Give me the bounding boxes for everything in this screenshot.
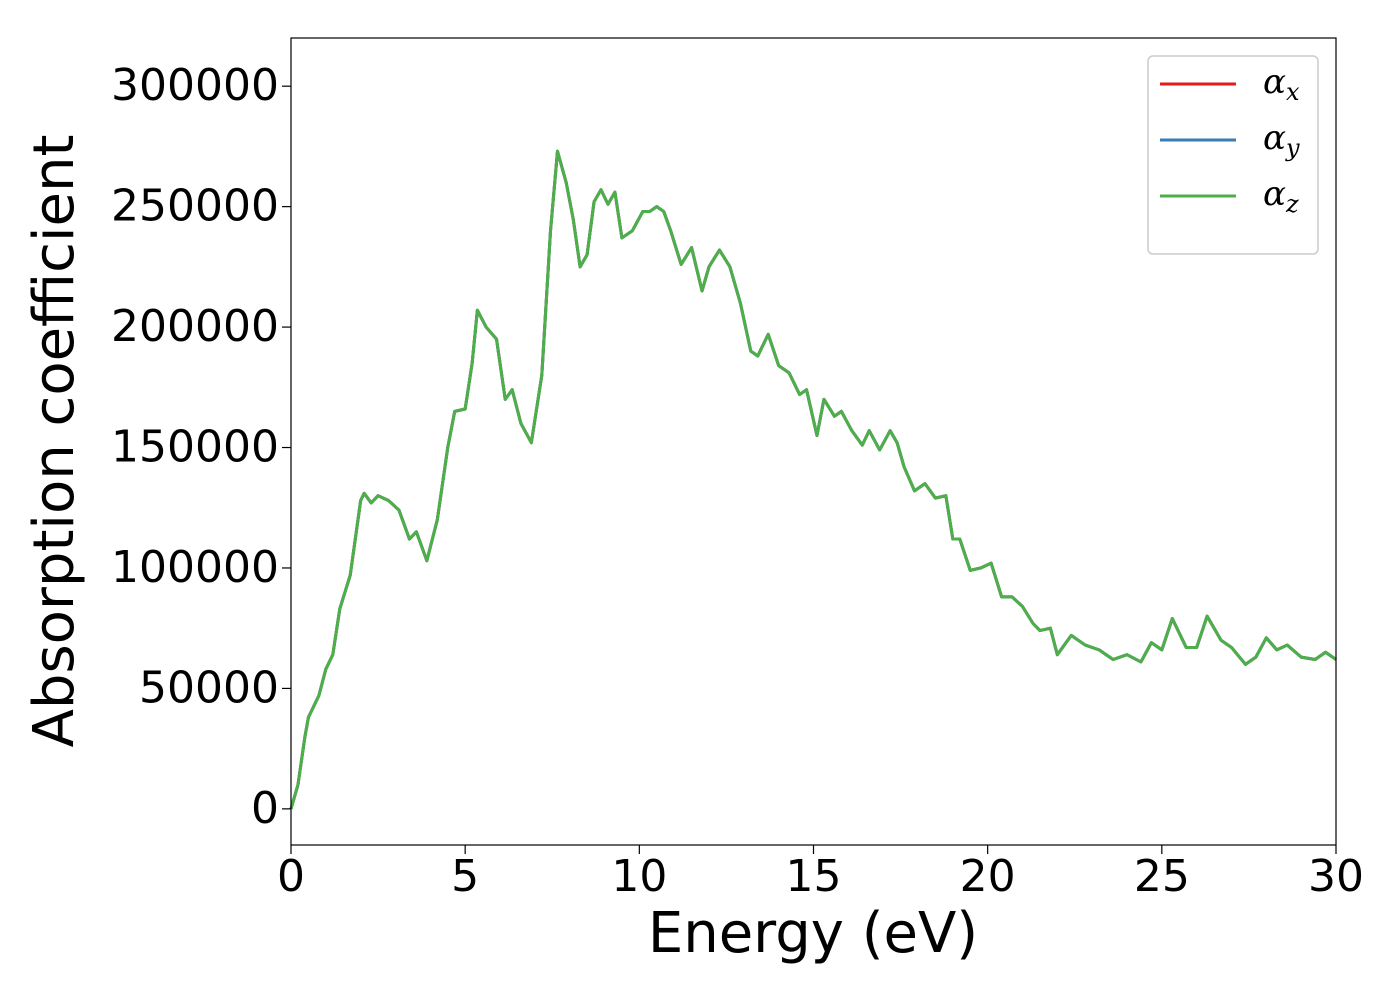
x-tick-label: 5 xyxy=(451,851,479,902)
x-tick-label: 20 xyxy=(960,851,1016,902)
y-tick-label: 0 xyxy=(251,783,279,834)
y-tick-label: 100000 xyxy=(111,542,279,593)
legend-label: αz xyxy=(1263,174,1299,218)
y-tick-label: 150000 xyxy=(111,422,279,473)
legend-label: αy xyxy=(1263,118,1300,162)
x-tick-label: 25 xyxy=(1134,851,1190,902)
x-axis-label: Energy (eV) xyxy=(648,901,978,966)
x-tick-label: 10 xyxy=(611,851,667,902)
y-tick-label: 200000 xyxy=(111,301,279,352)
data-line xyxy=(289,149,1337,810)
x-tick-label: 30 xyxy=(1308,851,1364,902)
x-tick-label: 15 xyxy=(786,851,842,902)
y-tick-label: 50000 xyxy=(139,662,279,713)
legend-box xyxy=(1147,55,1319,255)
y-tick-label: 250000 xyxy=(111,181,279,232)
legend-label: αx xyxy=(1263,62,1300,106)
y-tick-label: 300000 xyxy=(111,60,279,111)
y-axis-label: Absorption coefficient xyxy=(22,135,87,748)
x-tick-label: 0 xyxy=(277,851,305,902)
